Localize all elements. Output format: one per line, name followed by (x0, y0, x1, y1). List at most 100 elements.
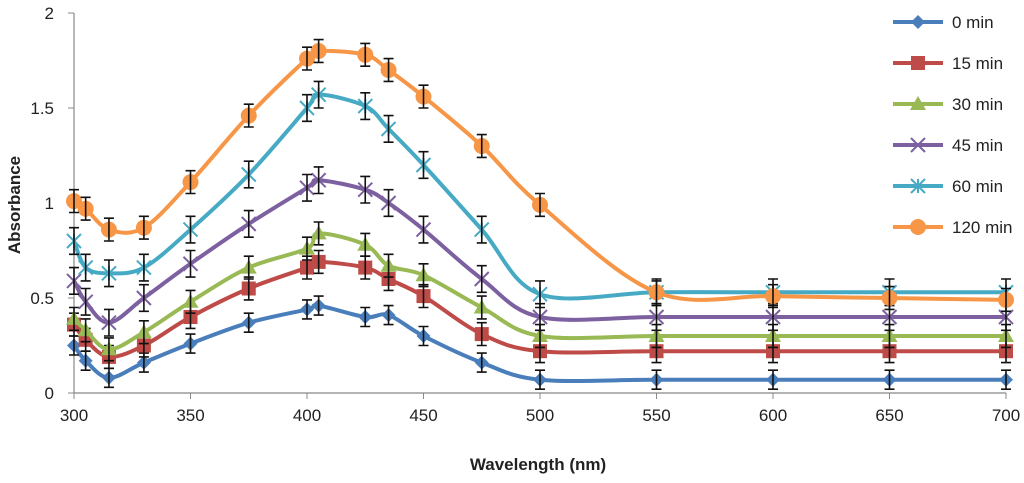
series-45-min (66, 166, 1014, 337)
error-bar (69, 306, 79, 332)
legend-label: 0 min (952, 13, 994, 32)
series-layer (66, 38, 1014, 390)
legend-label: 30 min (952, 95, 1003, 114)
series-0-min (67, 295, 1013, 390)
error-bar (313, 166, 324, 195)
error-bar (313, 38, 324, 64)
error-bar (360, 42, 371, 67)
legend-label: 15 min (952, 54, 1003, 73)
y-axis-label: Absorbance (5, 156, 24, 254)
error-bar (476, 321, 487, 347)
error-bar (103, 217, 114, 242)
error-bar (476, 133, 487, 159)
error-bar (313, 80, 324, 109)
legend-item: 15 min (893, 54, 1003, 73)
error-bar (302, 46, 312, 71)
legend-marker (910, 178, 926, 194)
x-tick-label: 550 (642, 406, 670, 425)
error-bar (185, 215, 196, 244)
error-bar (185, 169, 196, 195)
error-bar (535, 280, 545, 309)
error-bar (103, 259, 114, 288)
legend-marker (910, 96, 926, 110)
legend-marker (910, 219, 926, 235)
error-bar (884, 285, 895, 311)
error-bar (69, 226, 79, 256)
error-bar (302, 299, 312, 320)
legend-item: 45 min (893, 136, 1003, 155)
axes: 300 350 400 450 500 550 600 650 700 0 0.5 1 1.5 2 (30, 4, 1020, 425)
error-bar (185, 249, 196, 278)
legend-marker (911, 56, 925, 70)
error-bar (243, 103, 254, 128)
error-bar (103, 337, 114, 362)
error-bar (383, 57, 394, 83)
error-bar (313, 295, 324, 316)
x-tick-label: 450 (409, 406, 437, 425)
error-bar (360, 306, 371, 328)
error-bar (138, 215, 149, 240)
error-bar (383, 188, 394, 218)
x-tick-label: 500 (526, 406, 554, 425)
legend-item: 60 min (893, 177, 1003, 196)
legend-label: 45 min (952, 136, 1003, 155)
error-bar (383, 114, 394, 143)
error-bar (1001, 287, 1011, 313)
error-bar (476, 264, 487, 294)
legend-label: 60 min (952, 177, 1003, 196)
x-tick-label: 300 (60, 406, 88, 425)
y-tick-label: 1 (45, 194, 54, 213)
x-tick-label: 400 (293, 406, 321, 425)
x-axis-label: Wavelength (nm) (470, 455, 606, 474)
legend: 0 min 15 min 30 min 45 min 60 min 120 min (893, 13, 1012, 237)
error-bar (360, 92, 371, 121)
series-line (72, 48, 1007, 302)
legend-item: 30 min (893, 95, 1003, 114)
error-bar (535, 192, 545, 218)
error-bar (185, 333, 196, 354)
error-bar (138, 320, 149, 345)
error-bar (383, 304, 394, 326)
legend-label: 120 min (952, 218, 1012, 237)
error-bar (302, 93, 312, 123)
error-bar (418, 263, 429, 288)
error-bar (103, 308, 114, 337)
series-120-min (66, 38, 1014, 313)
x-tick-label: 700 (992, 406, 1020, 425)
error-bar (185, 289, 196, 314)
error-bar (884, 369, 895, 390)
error-bar (476, 295, 487, 320)
x-tick-label: 600 (759, 406, 787, 425)
error-bar (476, 215, 487, 244)
legend-marker (911, 15, 925, 29)
error-bar (418, 215, 429, 244)
error-bar (69, 266, 79, 295)
error-bar (80, 253, 91, 282)
error-bar (243, 255, 254, 280)
error-bar (80, 287, 91, 316)
error-bar (243, 209, 254, 238)
y-tick-label: 1.5 (30, 99, 54, 118)
error-bar (360, 232, 371, 257)
error-bar (243, 160, 254, 189)
y-tick-label: 2 (45, 4, 54, 23)
error-bar (69, 188, 79, 214)
error-bar (383, 253, 394, 278)
error-bar (418, 325, 429, 347)
error-bar (138, 253, 149, 282)
error-bar (313, 249, 324, 275)
error-bar (313, 221, 324, 246)
legend-marker (910, 137, 926, 153)
error-bar (1001, 369, 1011, 390)
error-bar (768, 283, 778, 309)
error-bar (651, 280, 662, 305)
x-tick-label: 350 (176, 406, 204, 425)
error-bar (138, 283, 149, 313)
error-bar (476, 352, 487, 373)
error-bar (360, 175, 371, 204)
error-bar (768, 369, 778, 390)
series-30-min (66, 221, 1014, 362)
x-tick-label: 650 (875, 406, 903, 425)
legend-item: 0 min (893, 13, 994, 32)
